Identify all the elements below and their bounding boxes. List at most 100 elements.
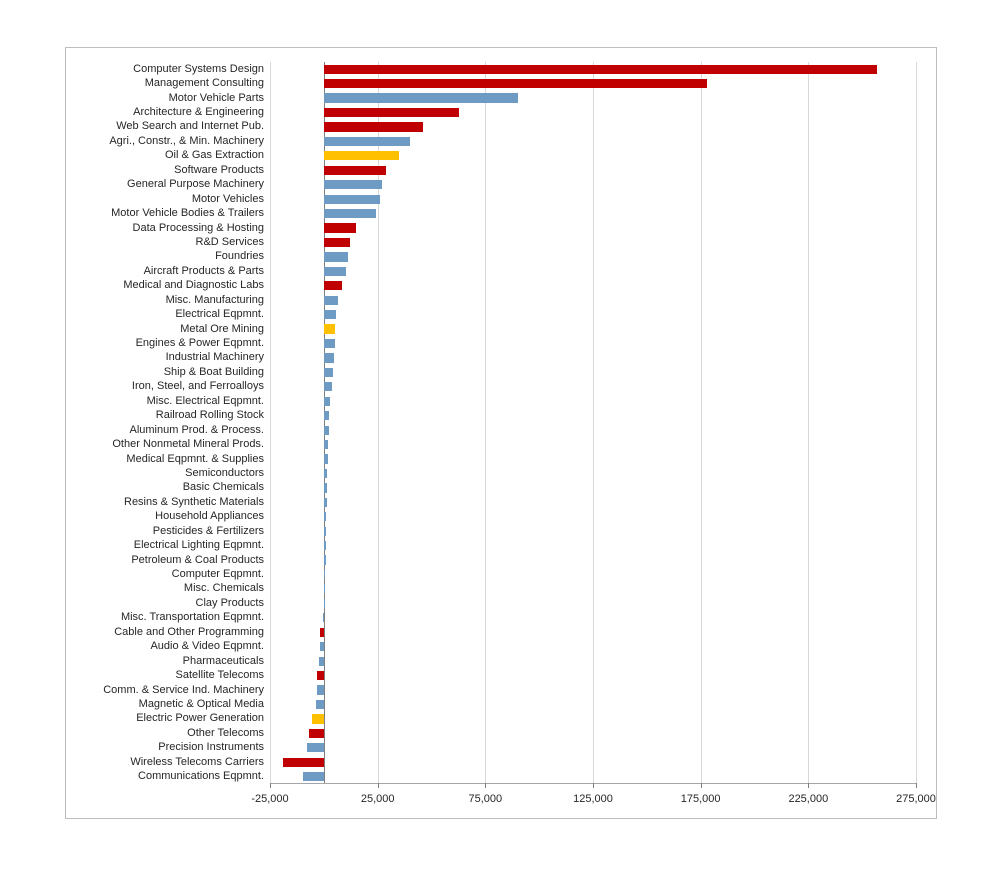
bar (323, 338, 335, 349)
gridline (377, 62, 379, 783)
bar (303, 772, 324, 782)
bar-track (270, 279, 916, 293)
bar-track (270, 192, 916, 206)
category-row: Motor Vehicle Bodies & Trailers (74, 206, 916, 220)
bar-track (270, 712, 916, 726)
category-label: Foundries (215, 250, 264, 263)
bar (323, 541, 326, 551)
bar (323, 107, 460, 118)
category-label: Misc. Transportation Eqpmnt. (120, 611, 264, 624)
bar-track (270, 105, 916, 119)
bar (323, 64, 878, 74)
gridline (270, 62, 271, 783)
category-row: Pesticides & Fertilizers (74, 524, 916, 538)
bar (312, 714, 324, 724)
bar-track (270, 567, 916, 581)
bar (323, 122, 423, 132)
category-label: Motor Vehicle Parts (168, 91, 264, 104)
category-label: Wireless Telecoms Carriers (130, 755, 264, 768)
category-row: Electrical Eqpmnt. (74, 307, 916, 321)
bar (323, 165, 387, 175)
category-label: Electrical Eqpmnt. (175, 308, 264, 321)
x-axis-tick-label: 175,000 (680, 793, 721, 805)
category-label: Misc. Manufacturing (165, 293, 264, 306)
bar-track (270, 91, 916, 105)
category-row: Basic Chemicals (74, 481, 916, 495)
bar (323, 208, 376, 219)
category-row: Railroad Rolling Stock (74, 409, 916, 423)
category-label: Data Processing & Hosting (132, 221, 264, 234)
category-label: Magnetic & Optical Media (138, 697, 264, 710)
bar-track (270, 134, 916, 148)
bar-track (270, 481, 916, 495)
bar (318, 656, 324, 666)
bar-track (270, 596, 916, 610)
bar-track (270, 250, 916, 264)
bar-track (270, 510, 916, 524)
category-row: Resins & Synthetic Materials (74, 495, 916, 509)
bar-track (270, 322, 916, 336)
bar (323, 223, 357, 233)
category-label: Other Telecoms (187, 726, 264, 739)
category-label: Cable and Other Programming (114, 625, 264, 638)
bar-track (270, 351, 916, 365)
bar-track (270, 466, 916, 480)
bar-track (270, 538, 916, 552)
zero-axis-line (323, 62, 325, 783)
x-axis-tick-label: 125,000 (573, 793, 613, 805)
bar (316, 685, 324, 695)
category-label: Pesticides & Fertilizers (152, 524, 264, 537)
category-row: Data Processing & Hosting (74, 221, 916, 235)
bar-track (270, 336, 916, 350)
category-row: Architecture & Engineering (74, 105, 916, 119)
bar (315, 699, 324, 710)
bar (323, 382, 332, 392)
bar (323, 468, 328, 479)
bar (323, 136, 410, 147)
bar-track (270, 423, 916, 437)
axis-tickmark (270, 783, 271, 788)
category-label: Aluminum Prod. & Process. (129, 423, 265, 436)
category-label: Architecture & Engineering (133, 106, 264, 119)
bar (319, 627, 324, 637)
bar-track (270, 293, 916, 307)
category-label: Basic Chemicals (182, 481, 264, 494)
category-row: Misc. Transportation Eqpmnt. (74, 611, 916, 625)
category-label: General Purpose Machinery (127, 178, 264, 191)
bar (323, 295, 338, 305)
x-axis-tick-label: 275,000 (896, 793, 936, 805)
bar-track (270, 409, 916, 423)
category-label: Engines & Power Eqpmnt. (135, 337, 264, 350)
category-label: Medical Eqpmnt. & Supplies (126, 452, 264, 465)
bar-track (270, 452, 916, 466)
bar-track (270, 264, 916, 278)
bar-track (270, 683, 916, 697)
gridline (700, 62, 702, 783)
bar-track (270, 235, 916, 249)
category-label: Misc. Chemicals (183, 582, 264, 595)
category-label: Electrical Lighting Eqpmnt. (133, 539, 264, 552)
category-label: Household Appliances (155, 510, 264, 523)
category-label: Web Search and Internet Pub. (116, 120, 264, 133)
bar (323, 79, 708, 89)
category-row: Satellite Telecoms (74, 668, 916, 682)
category-row: Clay Products (74, 596, 916, 610)
category-row: Motor Vehicle Parts (74, 91, 916, 105)
bar-track (270, 625, 916, 639)
gridline (916, 62, 917, 783)
bar (323, 396, 330, 406)
bar-track (270, 640, 916, 654)
category-label: Audio & Video Eqpmnt. (150, 640, 264, 653)
bar-track (270, 611, 916, 625)
axis-tickmark (377, 783, 379, 788)
category-row: Misc. Chemicals (74, 582, 916, 596)
bar-track (270, 163, 916, 177)
bar (323, 439, 329, 450)
bar (282, 757, 324, 767)
category-row: Industrial Machinery (74, 351, 916, 365)
bar (323, 252, 348, 262)
category-label: Petroleum & Coal Products (131, 553, 264, 566)
bar (323, 266, 347, 276)
category-row: Aircraft Products & Parts (74, 264, 916, 278)
axis-tickmark (808, 783, 810, 788)
